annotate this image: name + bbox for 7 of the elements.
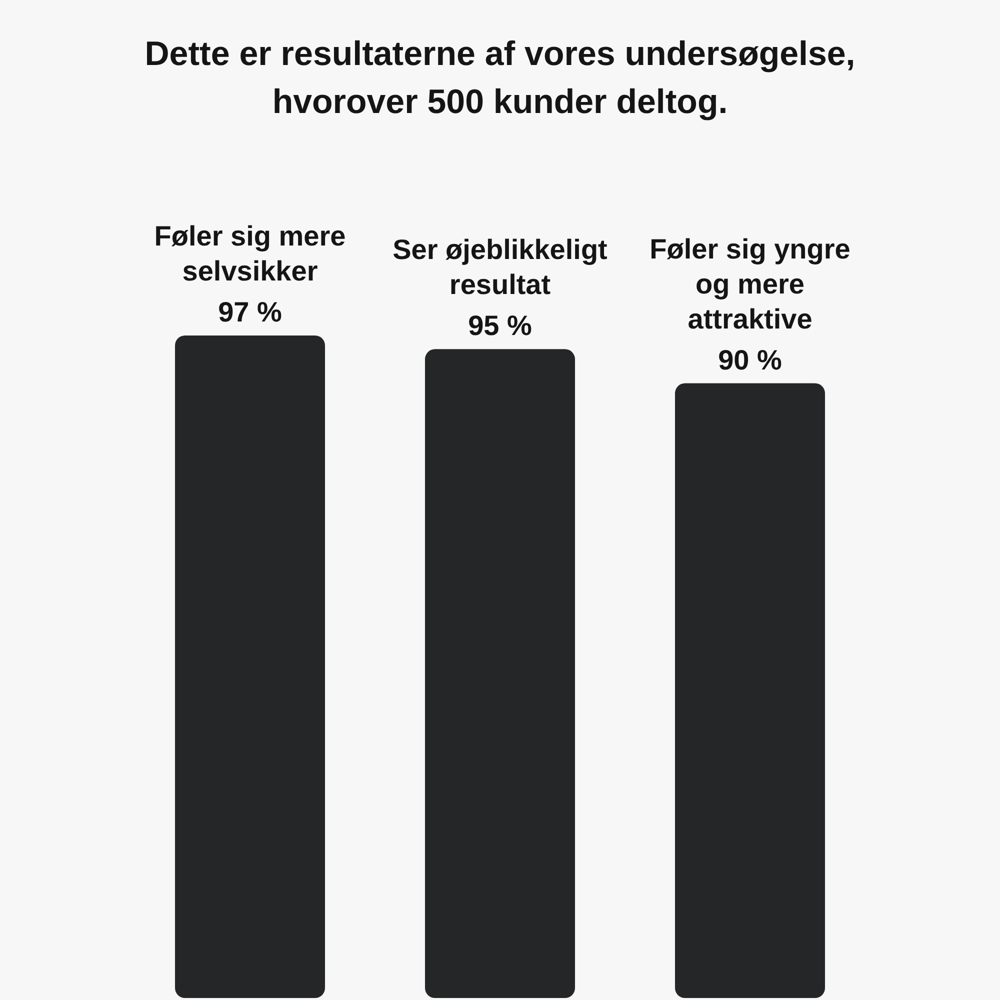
x-tick-label: Føler sig mere selvsikker — [154, 220, 346, 286]
x-tick-label: Ser øjeblikkeligt resultat — [392, 234, 608, 300]
data-label: 95 % — [468, 310, 532, 342]
x-tick-label: Føler sig yngre og mere attraktive — [650, 233, 850, 334]
chart-title: Dette er resultaterne af vores undersøgelse, hvorover 500 kunder deltog. — [144, 34, 856, 123]
data-label: 97 % — [218, 296, 282, 328]
data-label: 90 % — [718, 344, 782, 376]
